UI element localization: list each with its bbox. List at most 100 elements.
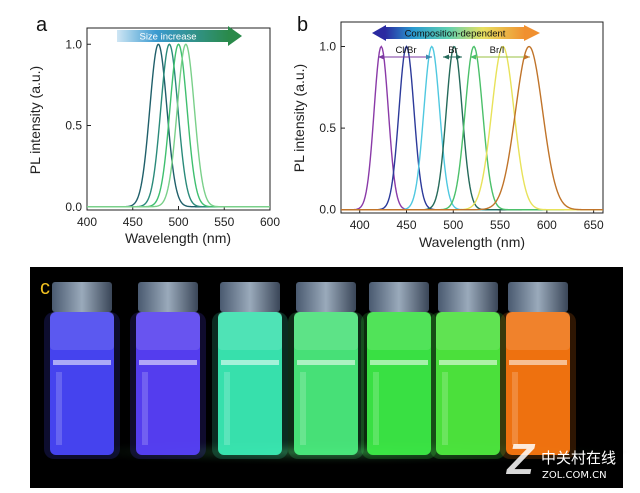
panel-b-xlabel: Wavelength (nm) [419,234,525,250]
panel-a-arrow-head [228,26,242,46]
panel-b: b 400 450 500 550 600 650 0.0 0.5 1.0 Compositio… [291,14,604,250]
panel-b-ticks: 400 450 500 550 600 650 0.0 0.5 1.0 [319,39,604,232]
vial-liquid [50,312,114,455]
vial-group [44,282,576,459]
panel-a-ylabel: PL intensity (a.u.) [27,66,43,174]
panel-b-arrow: Composition-dependent [372,25,540,41]
vial-liquid [218,312,282,455]
x-tick-label: 600 [537,218,557,232]
vial [500,282,576,459]
spectrum-line-1 [87,43,270,208]
y-tick-label: 1.0 [319,39,336,53]
panel-a-letter: a [36,14,48,36]
spectrum-line-5 [341,45,603,211]
x-tick-label: 450 [396,218,416,232]
vial-meniscus [221,360,279,365]
range-br-arrow-right [456,54,462,60]
panel-b-letter: b [297,14,308,36]
spectrum-line-6 [341,45,603,211]
vial-meniscus [370,360,428,365]
vial [361,282,437,459]
x-tick-label: 550 [490,218,510,232]
y-tick-label: 0.5 [65,119,82,133]
panel-a-arrow: Size increase [117,26,242,46]
panel-b-plot-frame [340,21,604,214]
panel-a-arrow-label: Size increase [139,32,196,43]
vial-neck [294,312,358,350]
panel-b-curves [340,45,603,211]
y-tick-label: 0.0 [319,203,336,217]
vial-highlight [442,372,448,445]
vial-meniscus [439,360,497,365]
spectrum-line-4 [87,43,270,208]
spectrum-line-2 [341,45,603,211]
vial [288,282,364,459]
watermark-logo-z: Z [505,435,536,484]
watermark-line1: 中关村在线 [541,449,616,467]
spectrum-line-4 [341,45,603,211]
vial-highlight [512,372,518,445]
vial-liquid [506,312,570,455]
x-tick-label: 400 [77,215,97,229]
panel-a-curves [87,43,270,208]
annotation-br: Br [448,45,458,56]
vial-cap [138,282,198,312]
vial-neck [218,312,282,350]
vial-cap [296,282,356,312]
vial-neck [50,312,114,350]
vial-meniscus [297,360,355,365]
x-tick-label: 500 [168,215,188,229]
vial-highlight [56,372,62,445]
vial-neck [136,312,200,350]
x-tick-label: 650 [584,218,604,232]
vial-cap [220,282,280,312]
panel-c-letter: c [40,277,50,299]
vial [430,282,506,459]
spectrum-line-3 [341,45,603,211]
vial-meniscus [139,360,197,365]
vial [130,282,206,459]
watermark-line2: ZOL.COM.CN [542,470,607,481]
range-bri-arrow-right [524,54,530,60]
y-tick-label: 0.0 [65,200,82,214]
vial-liquid [367,312,431,455]
watermark: Z 中关村在线 ZOL.COM.CN [505,435,616,484]
x-tick-label: 400 [350,218,370,232]
spectrum-line-3 [87,43,270,208]
vial-liquid [436,312,500,455]
range-clbr-arrow-left [378,54,384,60]
panel-a-xlabel: Wavelength (nm) [125,230,231,246]
vial-neck [367,312,431,350]
vial [44,282,120,459]
panel-a-arrow-body [117,30,229,42]
spectrum-line-2 [87,43,270,208]
panel-c-photo: c Z 中关村在线 ZOL.COM.CN [30,267,630,488]
panel-b-arrow-head-right [524,25,540,41]
vial-highlight [142,372,148,445]
vial-meniscus [53,360,111,365]
vial-cap [52,282,112,312]
panel-b-arrow-head-left [372,25,386,41]
x-tick-label: 500 [443,218,463,232]
annotation-br-i: Br/I [490,45,505,56]
panel-b-arrow-label: Composition-dependent [405,29,506,40]
vial-liquid [294,312,358,455]
vial-cap [508,282,568,312]
vial-liquid [136,312,200,455]
panel-b-ylabel: PL intensity (a.u.) [291,64,307,172]
vial-neck [506,312,570,350]
spectrum-line-7 [341,45,603,211]
range-bri-arrow-left [470,54,476,60]
y-tick-label: 1.0 [65,37,82,51]
x-tick-label: 600 [260,215,280,229]
spectrum-line-1 [340,45,603,211]
range-br-arrow-left [443,54,449,60]
panel-b-range-markers: Cl/Br Br Br/I [378,45,530,60]
annotation-cl-br: Cl/Br [395,45,416,56]
vial [212,282,288,459]
vial-highlight [300,372,306,445]
x-tick-label: 450 [123,215,143,229]
range-clbr-arrow-right [426,54,432,60]
vial-cap [438,282,498,312]
x-tick-label: 550 [214,215,234,229]
